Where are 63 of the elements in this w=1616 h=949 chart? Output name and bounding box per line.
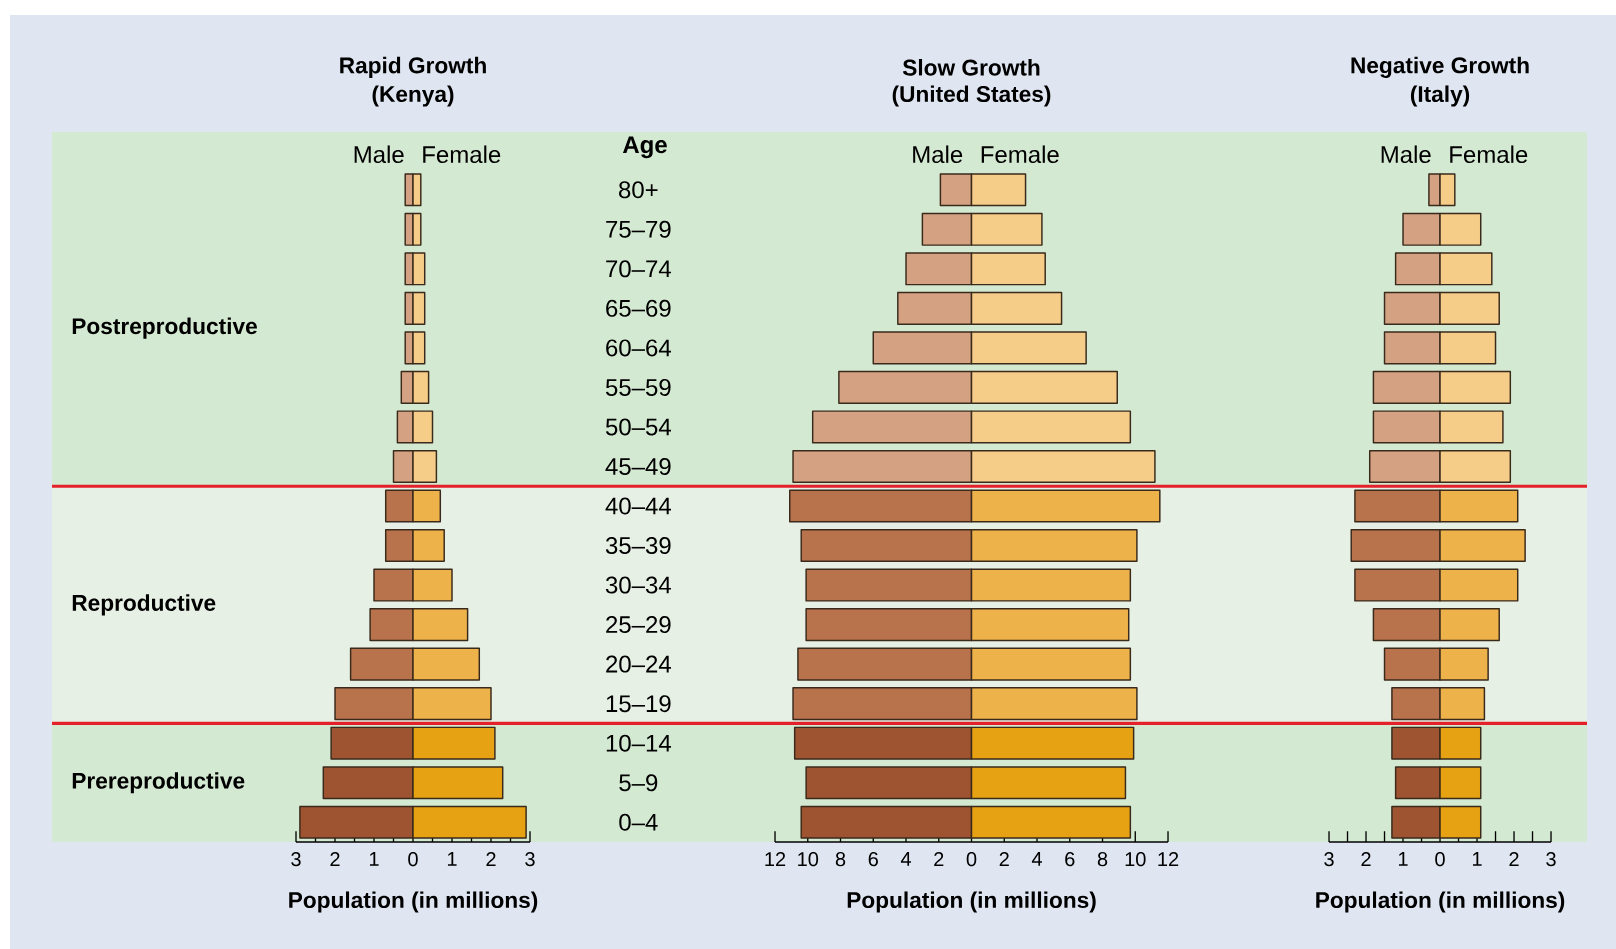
- chart-title: Rapid Growth: [340, 56, 486, 78]
- x-tick-label: 6: [1065, 852, 1075, 867]
- y-tick-label: 5–9: [619, 774, 658, 792]
- x-tick-label: 1: [1398, 852, 1408, 866]
- series-label: Male: [1381, 145, 1431, 164]
- y-tick-label: 0–4: [619, 813, 658, 831]
- x-tick-label: 0: [408, 852, 418, 867]
- series-label: Female: [1450, 145, 1528, 164]
- x-tick-label: 12: [1158, 852, 1179, 867]
- y-tick-label: 60–64: [606, 339, 671, 357]
- y-tick-label: 15–19: [606, 695, 671, 713]
- x-tick-label: 2: [1361, 852, 1371, 867]
- y-tick-label: 35–39: [605, 537, 671, 555]
- x-tick-label: 3: [291, 852, 301, 867]
- x-tick-label: 0: [966, 852, 977, 867]
- x-tick-label: 2: [999, 852, 1009, 867]
- y-tick-label: 10–14: [606, 734, 671, 752]
- x-tick-label: 1: [369, 852, 379, 866]
- chart-title: Negative Growth: [1351, 56, 1529, 78]
- x-axis-title: Population (in millions): [847, 891, 1096, 913]
- series-label: Male: [354, 145, 404, 164]
- y-tick-label: 45–49: [605, 457, 671, 475]
- y-tick-label: 55–59: [605, 378, 671, 396]
- x-tick-label: 2: [1509, 852, 1519, 867]
- band-label: Postreproductive: [72, 317, 257, 339]
- y-tick-label: 50–54: [605, 418, 671, 436]
- y-tick-label: 25–29: [606, 616, 671, 634]
- y-tick-label: 70–74: [606, 260, 671, 278]
- x-tick-label: 1: [1472, 852, 1482, 866]
- y-tick-label: 80+: [619, 181, 658, 199]
- chart-subtitle: (Italy): [1410, 85, 1470, 107]
- band-label: Reproductive: [72, 594, 216, 616]
- x-tick-label: 3: [525, 852, 535, 867]
- series-label: Female: [423, 145, 501, 164]
- series-label: Male: [913, 145, 963, 164]
- chart-title: Slow Growth: [902, 59, 1040, 76]
- chart-subtitle: (Kenya): [372, 85, 454, 107]
- x-axis-title: Population (in millions): [1316, 891, 1565, 913]
- chart-subtitle: (United States): [892, 85, 1051, 107]
- y-tick-label: 20–24: [606, 655, 671, 673]
- y-tick-label: 75–79: [606, 220, 671, 238]
- x-tick-label: 3: [1546, 852, 1556, 867]
- x-tick-label: 6: [868, 852, 878, 867]
- x-tick-label: 0: [1435, 852, 1445, 867]
- series-label: Female: [981, 145, 1059, 164]
- y-tick-label: 30–34: [605, 576, 671, 594]
- x-tick-label: 10: [798, 852, 819, 867]
- x-tick-label: 10: [1125, 852, 1146, 867]
- x-tick-label: 2: [330, 852, 340, 867]
- x-tick-label: 4: [1031, 852, 1042, 866]
- x-tick-label: 8: [835, 852, 846, 867]
- x-tick-label: 1: [447, 852, 457, 866]
- band-label: Prereproductive: [72, 772, 245, 794]
- y-tick-label: 40–44: [605, 497, 671, 515]
- x-tick-label: 3: [1324, 852, 1334, 867]
- x-tick-label: 8: [1097, 852, 1108, 867]
- x-tick-label: 12: [765, 852, 786, 867]
- y-tick-label: 65–69: [606, 299, 671, 317]
- x-tick-label: 2: [934, 852, 944, 867]
- y-axis-title: Age: [622, 136, 667, 159]
- x-axis-title: Population (in millions): [289, 891, 538, 913]
- x-tick-label: 4: [900, 852, 911, 866]
- x-tick-label: 2: [486, 852, 496, 867]
